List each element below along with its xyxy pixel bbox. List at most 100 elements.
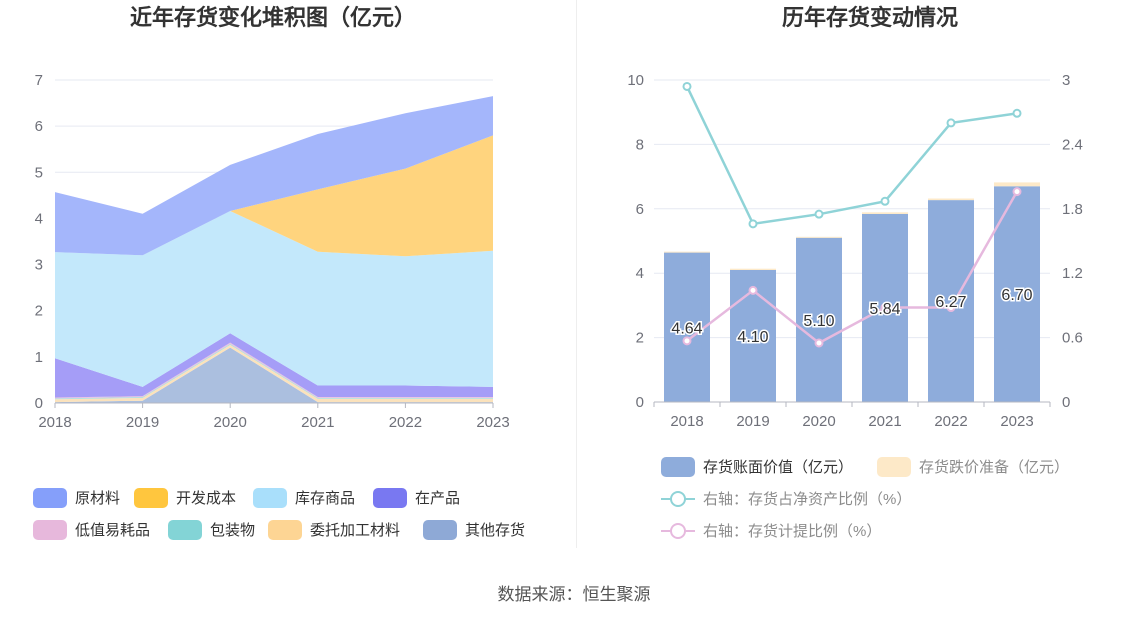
area-委托加工材料 [55, 344, 493, 403]
x-tick-label: 2023 [1000, 413, 1033, 430]
left-chart-legend: 原材料 开发成本 库存商品 在产品低值易耗品 包装物 委托加工材料 其他存货 [0, 0, 576, 600]
y-tick-label: 10 [627, 72, 644, 89]
legend-swatch [423, 519, 457, 540]
area-低值易耗品 [55, 342, 493, 399]
legend-label: 包装物 [210, 522, 256, 539]
y2-tick-label: 0 [1062, 394, 1070, 411]
y-tick-label: 2 [636, 330, 644, 347]
line-point [946, 118, 956, 128]
legend-item[interactable]: 原材料 [33, 487, 120, 508]
y-tick-label: 4 [636, 265, 644, 282]
y-tick-label: 0 [636, 394, 644, 411]
y-tick-label: 1 [35, 349, 43, 366]
line-point [1012, 187, 1022, 197]
legend-swatch [134, 487, 168, 508]
bar-book-value [928, 200, 974, 402]
bar-value-label: 6.27 [935, 294, 966, 311]
legend-swatch [168, 519, 202, 540]
y2-tick-label: 3 [1062, 72, 1070, 89]
panel-divider [576, 0, 577, 548]
legend-label: 其他存货 [465, 522, 526, 539]
area-库存商品 [55, 211, 493, 387]
legend-swatch [661, 456, 695, 477]
legend-label: 委托加工材料 [310, 522, 401, 539]
legend-label: 存货账面价值（亿元） [703, 459, 854, 476]
x-tick-label: 2022 [934, 413, 967, 430]
line-point [748, 285, 758, 295]
legend-item[interactable]: 开发成本 [134, 487, 236, 508]
legend-swatch [373, 487, 407, 508]
legend-label: 存货跌价准备（亿元） [919, 459, 1070, 476]
bar-value-label: 5.84 [869, 301, 900, 318]
legend-item[interactable]: 低值易耗品 [33, 519, 150, 540]
x-tick-label: 2020 [214, 414, 247, 431]
y-tick-label: 7 [35, 72, 43, 89]
x-tick-label: 2023 [476, 414, 509, 431]
legend-label: 低值易耗品 [75, 522, 151, 539]
legend-item[interactable]: 存货跌价准备（亿元） [877, 456, 1069, 477]
inventory-change-combo-chart: 历年存货变动情况 0 0 2 0.6 4 1.2 6 1.8 8 2.4 10 3 2018 2019 202… [627, 5, 1083, 430]
bar-value-label: 4.64 [671, 320, 702, 337]
area-在产品 [55, 333, 493, 398]
legend-label: 原材料 [75, 490, 121, 507]
legend-item[interactable]: 在产品 [373, 487, 460, 508]
legend-line-swatch [661, 489, 695, 509]
bar-book-value [994, 186, 1040, 402]
legend-item[interactable]: 其他存货 [423, 519, 525, 540]
legend-label: 开发成本 [176, 490, 237, 507]
line-point [814, 338, 824, 348]
legend-label: 在产品 [415, 490, 461, 507]
line-右轴：存货占净资产比例（%） [685, 85, 1018, 226]
legend-swatch [253, 487, 287, 508]
x-tick-label: 2020 [802, 413, 835, 430]
bar-impairment [994, 182, 1040, 187]
bar-impairment [862, 212, 908, 214]
y2-tick-label: 0.6 [1062, 330, 1083, 347]
legend-label: 库存商品 [295, 490, 356, 507]
legend-line-swatch [661, 521, 695, 541]
bar-impairment [796, 236, 842, 238]
line-point [1012, 108, 1022, 118]
legend-swatch [268, 519, 302, 540]
line-右轴：存货计提比例（%） [686, 190, 1019, 345]
legend-item[interactable]: 包装物 [168, 519, 255, 540]
legend-swatch [33, 519, 67, 540]
y-tick-label: 8 [636, 136, 644, 153]
legend-item[interactable]: 委托加工材料 [268, 519, 400, 540]
bar-impairment [730, 268, 776, 270]
y2-tick-label: 1.2 [1062, 265, 1083, 282]
y-tick-label: 2 [35, 303, 43, 320]
line-point [682, 81, 692, 91]
bar-value-label: 5.10 [803, 313, 834, 330]
x-tick-label: 2019 [736, 413, 769, 430]
legend-label: 右轴：存货占净资产比例（%） [703, 491, 912, 508]
y-tick-label: 5 [35, 164, 43, 181]
area-开发成本 [55, 135, 493, 257]
left-chart-title: 近年存货变化堆积图（亿元） [130, 5, 416, 30]
bar-impairment [664, 251, 710, 253]
legend-item[interactable]: 库存商品 [253, 487, 355, 508]
y2-tick-label: 1.8 [1062, 201, 1083, 218]
x-tick-label: 2021 [868, 413, 901, 430]
y-tick-label: 0 [35, 395, 43, 412]
legend-item[interactable]: 右轴：存货占净资产比例（%） [661, 488, 911, 509]
x-tick-label: 2018 [670, 413, 703, 430]
legend-swatch [33, 487, 67, 508]
x-tick-label: 2022 [389, 414, 422, 431]
y-tick-label: 3 [35, 257, 43, 274]
x-tick-label: 2021 [301, 414, 334, 431]
line-point [814, 209, 824, 219]
y-tick-label: 6 [35, 118, 43, 135]
x-tick-label: 2019 [126, 414, 159, 431]
y-tick-label: 4 [35, 210, 43, 227]
legend-item[interactable]: 右轴：存货计提比例（%） [661, 520, 881, 541]
area-其他存货 [55, 347, 493, 403]
y2-tick-label: 2.4 [1062, 136, 1083, 153]
area-包装物 [55, 343, 493, 400]
line-point [682, 336, 692, 346]
legend-item[interactable]: 存货账面价值（亿元） [661, 456, 853, 477]
inventory-stacked-area-chart: 近年存货变化堆积图（亿元） 0 1 2 3 4 5 6 7 2018 2019 2020 2021 202… [35, 5, 510, 431]
area-原材料 [55, 96, 493, 256]
data-source-note: 数据来源：恒生聚源 [497, 585, 651, 604]
line-point [880, 303, 890, 313]
